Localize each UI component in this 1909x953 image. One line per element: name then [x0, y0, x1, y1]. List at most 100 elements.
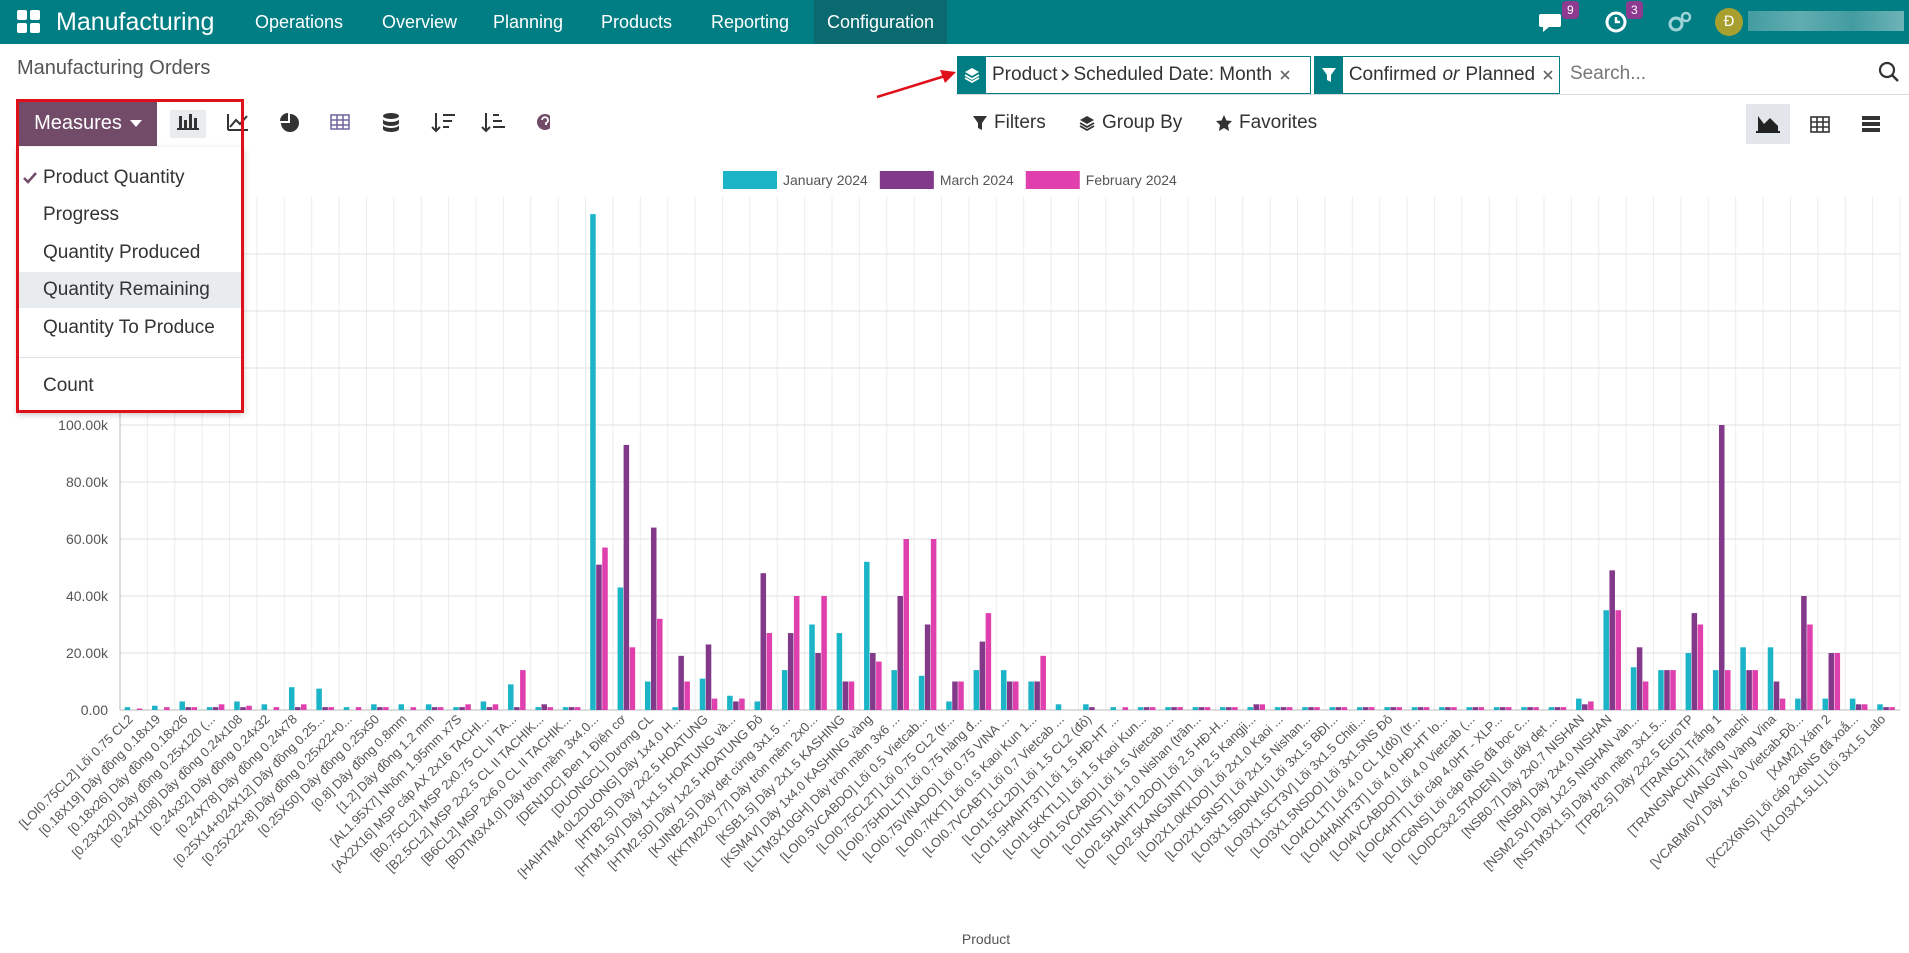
bar: [1137, 707, 1144, 710]
view-switcher[interactable]: [1746, 104, 1909, 144]
bar: [1828, 653, 1835, 710]
bar: [1034, 681, 1040, 710]
bar: [355, 707, 362, 710]
legend-label: March 2024: [940, 172, 1014, 188]
x-axis-title: Product: [962, 931, 1010, 947]
bar: [1369, 707, 1375, 710]
avatar[interactable]: Đ: [1715, 8, 1743, 36]
search-placeholder[interactable]: Search...: [1570, 63, 1647, 84]
menu-item[interactable]: Count: [43, 375, 94, 396]
menu-item[interactable]: Products: [601, 12, 673, 32]
bar: [425, 704, 432, 710]
menu-item[interactable]: Configuration: [814, 0, 948, 44]
favorites-button[interactable]: Favorites: [1215, 112, 1317, 134]
bar: [1390, 707, 1396, 710]
settings-icon[interactable]: [1668, 11, 1692, 33]
menu-item[interactable]: Product Quantity: [17, 160, 244, 196]
bar: [1883, 707, 1889, 710]
apps-icon[interactable]: [17, 10, 41, 34]
facet-remove[interactable]: [1276, 67, 1296, 83]
bar: [1499, 707, 1506, 710]
bar: [164, 707, 170, 710]
bar: [836, 633, 843, 710]
bar: [1697, 624, 1704, 710]
bar: [453, 707, 459, 710]
bar: [1493, 707, 1500, 710]
facet-value: Scheduled Date: Month: [1073, 64, 1273, 85]
facet[interactable]: Product Scheduled Date: Month: [957, 56, 1311, 94]
filters-button[interactable]: Filters: [972, 112, 1046, 134]
y-tick-label: 80.00k: [66, 474, 109, 490]
bar: [1527, 707, 1533, 710]
bar: [316, 688, 322, 710]
bar: [973, 670, 980, 710]
menu-item[interactable]: Operations: [255, 12, 344, 32]
bar: [1013, 681, 1019, 710]
bar: [1658, 670, 1664, 710]
measures-button[interactable]: Measures: [19, 101, 157, 146]
menu-item[interactable]: Quantity Remaining: [17, 272, 244, 308]
bar: [979, 641, 986, 710]
bar: [876, 661, 882, 710]
bar: [657, 618, 663, 710]
bar: [1670, 670, 1676, 710]
bar: [1274, 707, 1281, 710]
bar: [1740, 647, 1746, 710]
chart-type-icons[interactable]: [170, 110, 550, 138]
bar: [1630, 667, 1637, 710]
bar: [1308, 707, 1314, 710]
facet-icon: [958, 57, 986, 93]
bar: [1533, 707, 1539, 710]
facet-value: Product: [992, 64, 1058, 85]
bar: [629, 647, 636, 710]
menu-item[interactable]: Reporting: [711, 12, 790, 32]
search-bar[interactable]: Product Scheduled Date: Month Confirmed …: [956, 54, 1909, 95]
bar: [793, 596, 800, 710]
chat-icon[interactable]: [1538, 10, 1564, 34]
bar: [261, 704, 268, 710]
bar: [486, 707, 493, 710]
search-icon[interactable]: [1877, 60, 1901, 84]
menu-item[interactable]: Planning: [493, 12, 564, 32]
bar: [684, 681, 690, 710]
bar: [924, 624, 931, 710]
menu-item[interactable]: Progress: [43, 204, 120, 225]
bar: [1423, 707, 1430, 710]
facet[interactable]: Confirmed or Planned: [1314, 56, 1560, 94]
bar: [398, 704, 405, 710]
bar: [1171, 707, 1177, 710]
bar: [1466, 707, 1473, 710]
bar: [1767, 647, 1774, 710]
bar: [1006, 681, 1013, 710]
highlight-box: [16, 99, 244, 413]
menu-item[interactable]: Quantity To Produce: [43, 317, 215, 338]
bar: [520, 670, 526, 710]
bar: [1040, 655, 1046, 710]
bar: [870, 653, 876, 710]
menu-item[interactable]: Quantity Produced: [43, 242, 201, 263]
menu-item[interactable]: Overview: [382, 12, 458, 32]
bar: [1822, 698, 1829, 710]
bar: [328, 707, 334, 710]
bar: [1247, 707, 1253, 710]
bar: [206, 707, 213, 710]
bar: [590, 214, 596, 710]
bar: [1795, 698, 1801, 710]
activity-icon[interactable]: [1604, 10, 1628, 34]
bar: [1411, 707, 1418, 710]
bar: [1685, 653, 1692, 710]
bar: [617, 587, 624, 710]
bar: [1855, 704, 1862, 710]
bar: [1554, 707, 1561, 710]
groupby-button[interactable]: Group By: [1078, 112, 1182, 134]
bar: [864, 561, 870, 710]
y-tick-label: 0.00: [81, 702, 108, 718]
measures-label: Measures: [34, 112, 122, 134]
blurred-user: [1748, 11, 1904, 31]
bar: [1588, 701, 1594, 710]
facet-remove[interactable]: [1539, 67, 1559, 83]
app-name[interactable]: Manufacturing: [56, 8, 215, 36]
bar: [1521, 707, 1527, 710]
legend-label: January 2024: [783, 172, 868, 188]
bar: [821, 596, 827, 710]
